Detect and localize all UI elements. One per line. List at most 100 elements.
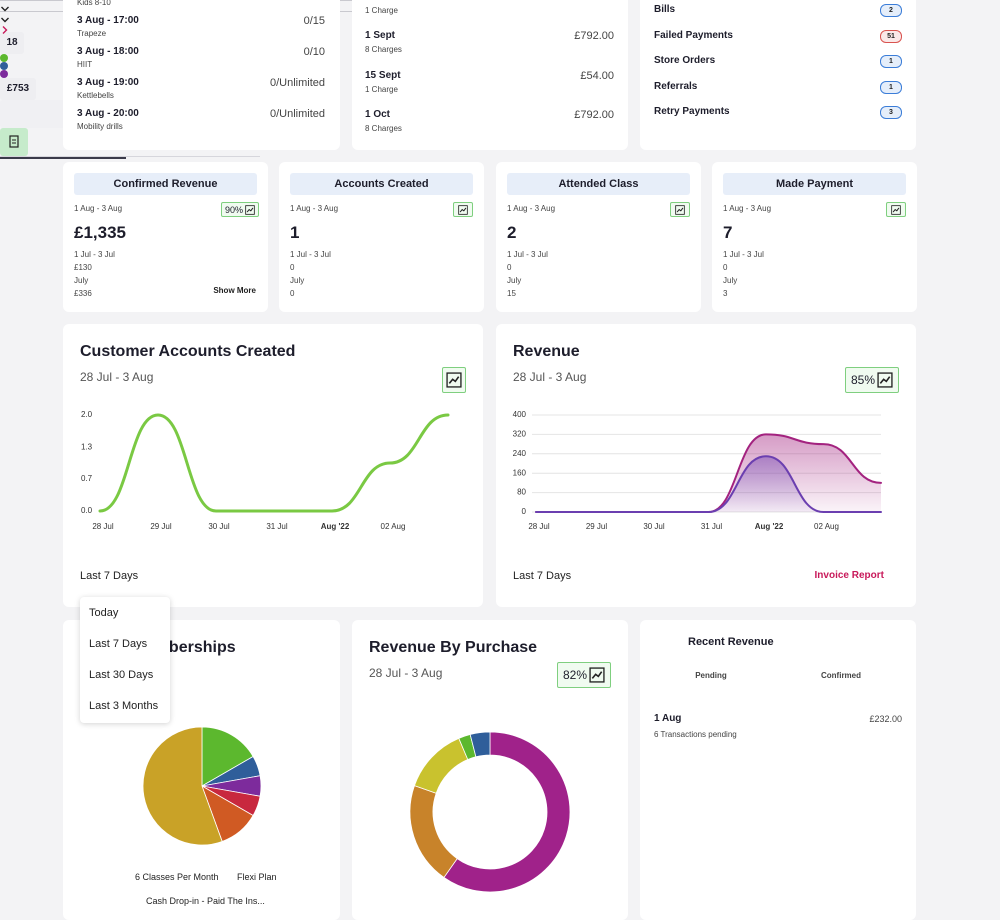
counter-label[interactable]: Store Orders [654,55,716,66]
x-tick-label: 30 Jul [208,522,230,531]
period-filter[interactable]: Last 7 Days [513,570,572,582]
stat-month-value: 3 [723,289,728,298]
trend-value: 82% [562,668,588,682]
counter-badge: 51 [880,29,902,43]
x-tick-label: Aug '22 [321,522,350,531]
accounts_chart-card [63,324,483,607]
stat-title: Accounts Created [290,173,473,195]
stat-title: Confirmed Revenue [74,173,257,195]
trend-icon [891,204,901,215]
stat-month: July [290,276,305,285]
counter-label[interactable]: Bills [654,4,676,15]
pie-slice [142,726,223,846]
legend-label: 6 Classes Per Month [135,872,219,882]
stat-month-value: 0 [290,289,295,298]
stat-prev-period: 1 Jul - 3 Jul [290,250,331,259]
chart-subtitle: 28 Jul - 3 Aug [369,666,443,680]
recent-icon [0,128,28,156]
trend-badge: 90% [221,202,259,217]
charge-date: 15 Sept [365,69,401,81]
chart-title: Customer Accounts Created [80,343,296,360]
charge-count: 1 Charge [365,84,398,94]
counter-label[interactable]: Referrals [654,80,698,92]
menu-option[interactable]: Last 7 Days [89,638,148,650]
chevron [0,1,10,12]
counter-label[interactable]: Retry Payments [654,106,730,117]
chevron-icon [2,26,8,34]
class-name: HIIT [77,60,93,69]
trend-badge [670,202,690,217]
x-tick-label: 31 Jul [701,522,723,531]
counter-badge: 3 [880,106,902,119]
trend-icon [245,204,255,215]
class-capacity: 0/10 [303,46,325,58]
x-tick-label: 30 Jul [643,522,665,531]
counter-label[interactable]: Failed Payments [654,29,733,41]
chevron [0,22,10,34]
stat-value: £1,335 [74,223,126,242]
class-time: 3 Aug - 18:00 [77,46,139,57]
trend-value: 90% [224,204,243,215]
charge-amount: £54.00 [580,69,614,82]
y-tick-label: 80 [517,488,526,497]
stat-prev-period: 1 Jul - 3 Jul [74,250,115,259]
invoice-report-link[interactable]: Invoice Report [814,570,884,581]
legend-label: Cash Drop-in - Paid The Ins... [146,896,265,906]
legend-dot [0,54,8,62]
document-icon [9,135,19,148]
stat-period: 1 Aug - 3 Aug [290,204,339,213]
x-tick-label: 29 Jul [586,522,608,531]
period-filter[interactable]: Last 7 Days [80,570,139,582]
y-tick-label: 0.0 [81,506,93,515]
y-tick-label: 160 [513,468,527,477]
chevron-icon [1,6,9,12]
stat-prev-value: 0 [290,263,295,272]
menu-option[interactable]: Last 30 Days [89,669,154,681]
donut-segment [469,731,491,758]
y-tick-label: 400 [513,410,527,419]
y-tick-label: 1.3 [81,442,93,451]
total-pill: £753 [0,78,36,100]
classes-card [63,0,340,150]
y-tick-label: 240 [513,449,527,458]
trend-icon [446,372,462,388]
y-tick-label: 2.0 [81,410,93,419]
card-title: Recent Revenue [688,636,774,648]
tab-underline [0,157,126,159]
x-tick-label: 31 Jul [266,522,288,531]
class-time: 3 Aug - 19:00 [77,77,139,88]
counter-badge: 1 [880,55,902,68]
stat-month: July [507,276,522,285]
y-tick-label: 0.7 [81,474,93,483]
donut-segment [413,737,469,794]
show-more[interactable]: Show More [213,286,256,295]
trend-value: 85% [850,373,876,387]
trend-icon [877,372,893,388]
charges-card [352,0,628,150]
trend-badge [442,367,466,393]
trend-icon [675,204,685,215]
stat-title: Attended Class [507,173,690,195]
tab[interactable]: Confirmed [821,671,861,680]
trend-badge: 85% [845,367,899,393]
stat-month: July [723,276,738,285]
period-menu: Today Last 7 Days Last 30 Days Last 3 Month… [80,597,170,723]
donut-segment [443,731,571,893]
stat-period: 1 Aug - 3 Aug [507,204,556,213]
counter-badge: 2 [880,4,902,17]
stat-value: 7 [723,223,733,242]
menu-option[interactable]: Today [89,607,119,619]
class-name: Trapeze [77,29,107,38]
x-tick-label: 28 Jul [528,522,550,531]
total-pill: 18 [0,32,24,54]
stat-prev-period: 1 Jul - 3 Jul [507,250,548,259]
chart-subtitle: 28 Jul - 3 Aug [80,370,154,384]
tab-active[interactable]: Pending [695,671,727,680]
stat-month-value: 15 [507,289,516,298]
stat-prev-value: 0 [507,263,512,272]
class-capacity: 0/Unlimited [269,108,325,120]
menu-option[interactable]: Last 3 Months [89,700,159,712]
x-tick-label: Aug '22 [755,522,784,531]
